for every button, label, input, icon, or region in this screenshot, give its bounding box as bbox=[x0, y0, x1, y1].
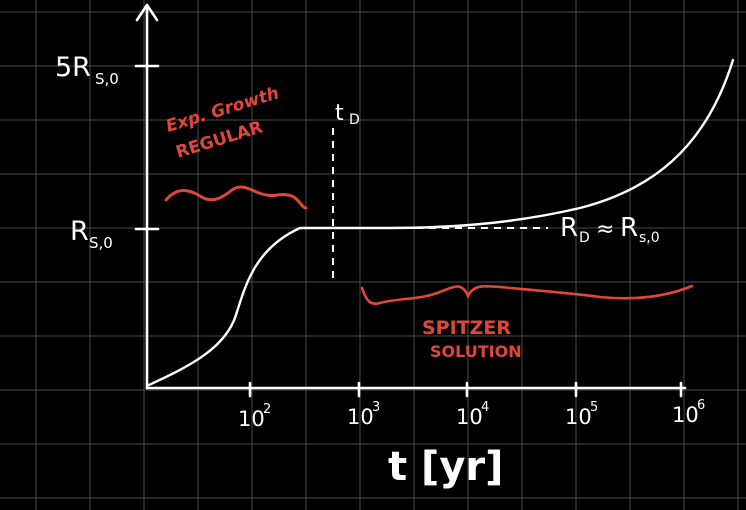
y-tick-label-lower-subscript: S,0 bbox=[89, 234, 113, 252]
x-axis-label: t [yr] bbox=[388, 444, 503, 490]
exp-growth-squiggle bbox=[164, 185, 308, 210]
y-tick-label-upper: 5R bbox=[55, 52, 91, 83]
rd-approx-symbol: ≈ bbox=[596, 217, 614, 242]
rd-rhs: R bbox=[620, 213, 638, 243]
rd-rhs-subscript: s,0 bbox=[639, 230, 660, 246]
spitzer-label: SPITZER bbox=[422, 317, 511, 339]
x-tick-label: 10 bbox=[347, 405, 374, 429]
solution-label: SOLUTION bbox=[430, 342, 522, 361]
y-axis-arrow bbox=[135, 3, 159, 22]
td-label-subscript: D bbox=[349, 112, 360, 128]
td-label: t bbox=[335, 101, 344, 126]
x-tick-label-exponent: 4 bbox=[481, 400, 489, 415]
x-tick-label-exponent: 6 bbox=[697, 398, 705, 413]
y-tick-label-lower: R bbox=[70, 216, 89, 247]
x-tick-label: 10 bbox=[456, 405, 483, 429]
x-tick-labels: 10 2 10 3 10 4 10 5 10 6 bbox=[238, 398, 705, 431]
axes bbox=[134, 3, 687, 398]
rd-approx-label: R D ≈ R s,0 bbox=[560, 213, 660, 246]
y-tick-label-upper-subscript: S,0 bbox=[95, 70, 119, 88]
rd-lhs: R bbox=[560, 213, 578, 243]
x-tick-label: 10 bbox=[672, 403, 699, 427]
radius-curve bbox=[147, 58, 735, 387]
spitzer-squiggle bbox=[360, 284, 694, 306]
x-tick-label-exponent: 3 bbox=[372, 400, 380, 415]
rd-lhs-subscript: D bbox=[579, 230, 590, 246]
x-tick-label: 10 bbox=[565, 405, 592, 429]
x-tick-label-exponent: 5 bbox=[590, 400, 598, 415]
x-tick-label: 10 bbox=[238, 407, 265, 431]
x-tick-label-exponent: 2 bbox=[263, 402, 271, 417]
